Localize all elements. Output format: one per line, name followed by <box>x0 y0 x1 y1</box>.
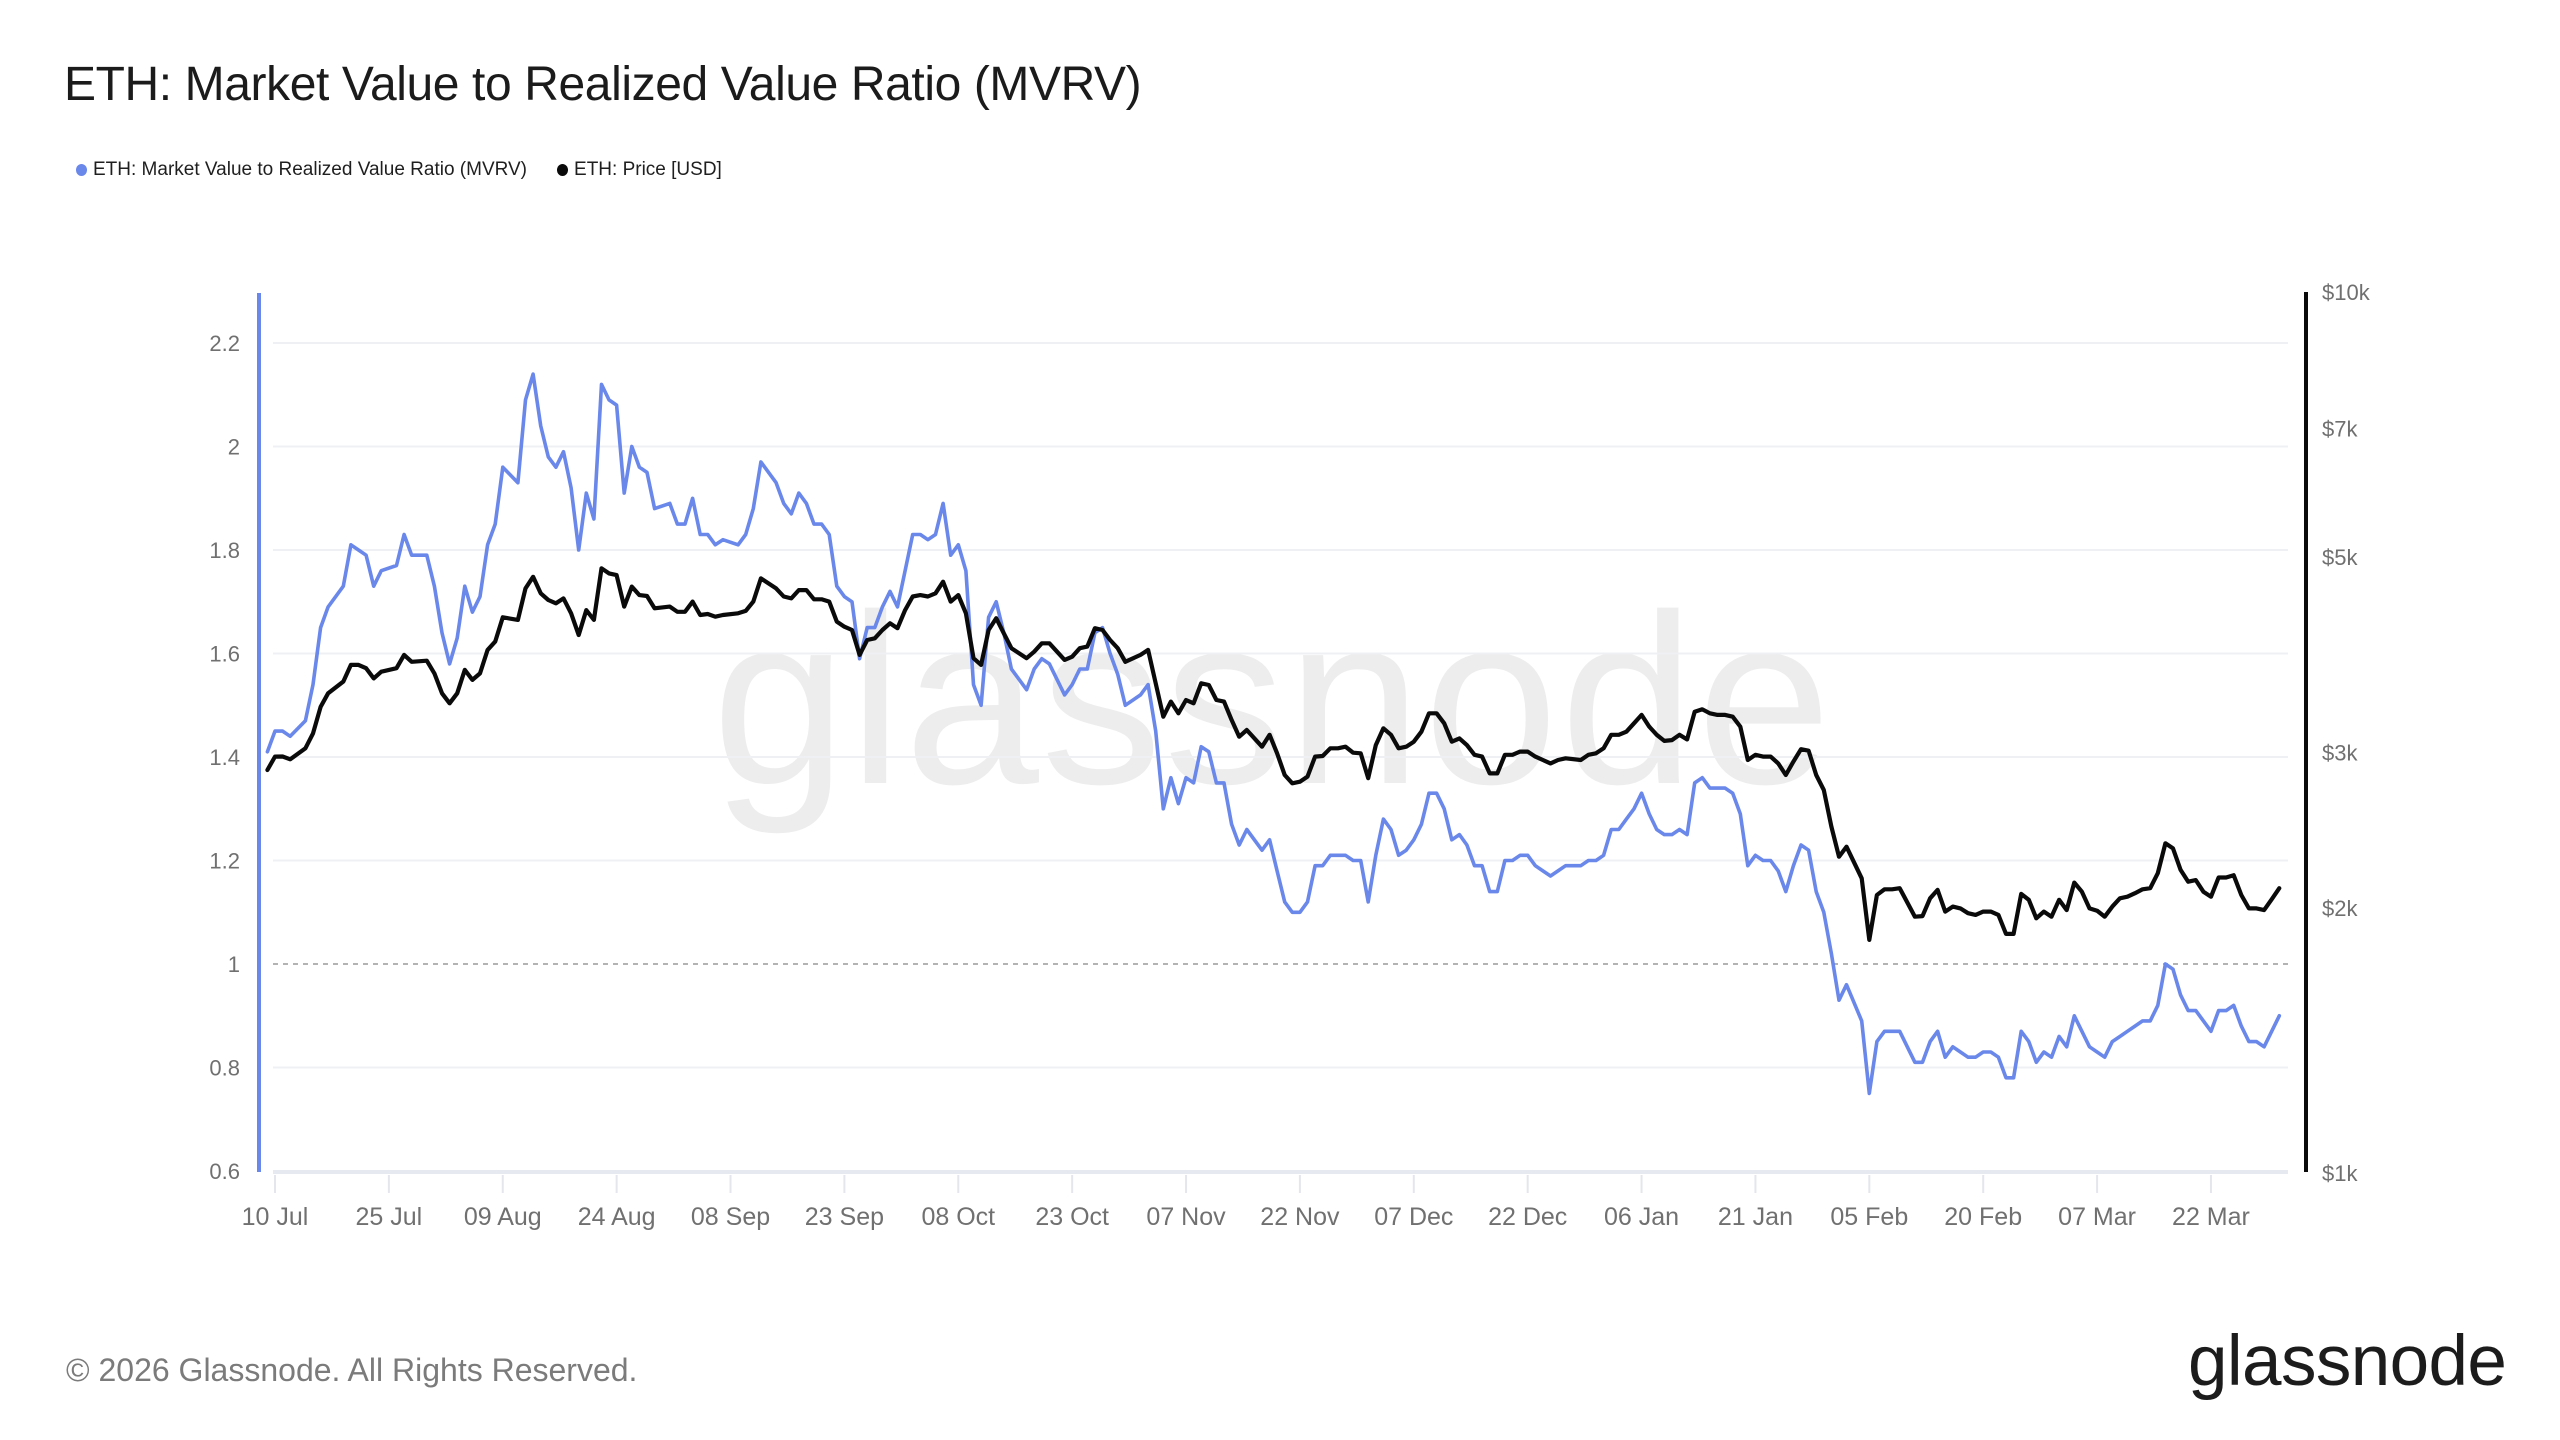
y-right-tick-label: $1k <box>2322 1161 2358 1186</box>
series-line-price <box>265 566 2282 942</box>
x-tick-label: 07 Mar <box>2058 1203 2136 1231</box>
x-tick-label: 10 Jul <box>242 1203 309 1231</box>
y-left-tick-label: 1.2 <box>209 849 240 874</box>
y-left-tick-label: 1.6 <box>209 642 240 667</box>
glassnode-logo: glassnode <box>2188 1322 2507 1401</box>
x-axis: 10 Jul 25 Jul 09 Aug 24 Aug 08 Sep 23 Sep 08 O… <box>242 1175 2250 1231</box>
x-tick-label: 23 Oct <box>1035 1203 1109 1231</box>
copyright-text: © 2026 Glassnode. All Rights Reserved. <box>66 1352 638 1388</box>
x-tick-label: 23 Sep <box>805 1203 884 1231</box>
series-layer <box>265 372 2282 1096</box>
gridlines <box>273 342 2288 1174</box>
y-axis-right: $1k $2k $3k $5k $7k $10k <box>2304 280 2371 1186</box>
x-tick-label: 20 Feb <box>1944 1203 2022 1231</box>
watermark: glassnode <box>712 565 1833 835</box>
legend-dot-mvrv-icon <box>76 164 87 176</box>
x-tick-label: 21 Jan <box>1718 1203 1793 1231</box>
x-tick-label: 06 Jan <box>1604 1203 1679 1231</box>
y-left-tick-label: 2.2 <box>209 331 240 356</box>
x-tick-label: 09 Aug <box>464 1203 542 1231</box>
legend-label-price: ETH: Price [USD] <box>574 159 722 180</box>
chart-title: ETH: Market Value to Realized Value Rati… <box>64 58 1142 111</box>
y-left-tick-label: 1 <box>228 952 240 977</box>
y-right-tick-label: $5k <box>2322 545 2358 570</box>
x-tick-label: 22 Mar <box>2172 1203 2250 1231</box>
x-tick-label: 05 Feb <box>1830 1203 1908 1231</box>
legend-item-mvrv[interactable]: ETH: Market Value to Realized Value Rati… <box>76 158 527 182</box>
y-left-tick-label: 1.4 <box>209 745 240 770</box>
series-line-mvrv <box>265 372 2282 1096</box>
x-tick-label: 07 Dec <box>1374 1203 1453 1231</box>
x-tick-label: 08 Sep <box>691 1203 770 1231</box>
x-tick-label: 22 Nov <box>1260 1203 1340 1231</box>
y-right-tick-label: $3k <box>2322 741 2358 766</box>
y-right-tick-label: $7k <box>2322 416 2358 441</box>
y-left-tick-label: 0.8 <box>209 1056 240 1081</box>
y-left-tick-label: 0.6 <box>209 1159 240 1184</box>
legend-dot-price-icon <box>557 164 569 176</box>
y-right-tick-label: $2k <box>2322 896 2358 921</box>
x-tick-label: 25 Jul <box>356 1203 423 1231</box>
legend: ETH: Market Value to Realized Value Rati… <box>76 158 752 182</box>
y-axis-left: 0.6 0.8 1 1.2 1.4 1.6 1.8 2 2.2 <box>209 293 261 1184</box>
legend-label-mvrv: ETH: Market Value to Realized Value Rati… <box>93 159 528 180</box>
y-left-tick-label: 2 <box>228 435 240 460</box>
y-right-tick-label: $10k <box>2322 280 2371 305</box>
legend-item-price[interactable]: ETH: Price [USD] <box>557 158 722 182</box>
x-tick-label: 08 Oct <box>921 1203 995 1231</box>
x-tick-label: 24 Aug <box>578 1203 656 1231</box>
x-tick-label: 22 Dec <box>1488 1203 1567 1231</box>
x-tick-label: 07 Nov <box>1146 1203 1226 1231</box>
y-left-tick-label: 1.8 <box>209 538 240 563</box>
